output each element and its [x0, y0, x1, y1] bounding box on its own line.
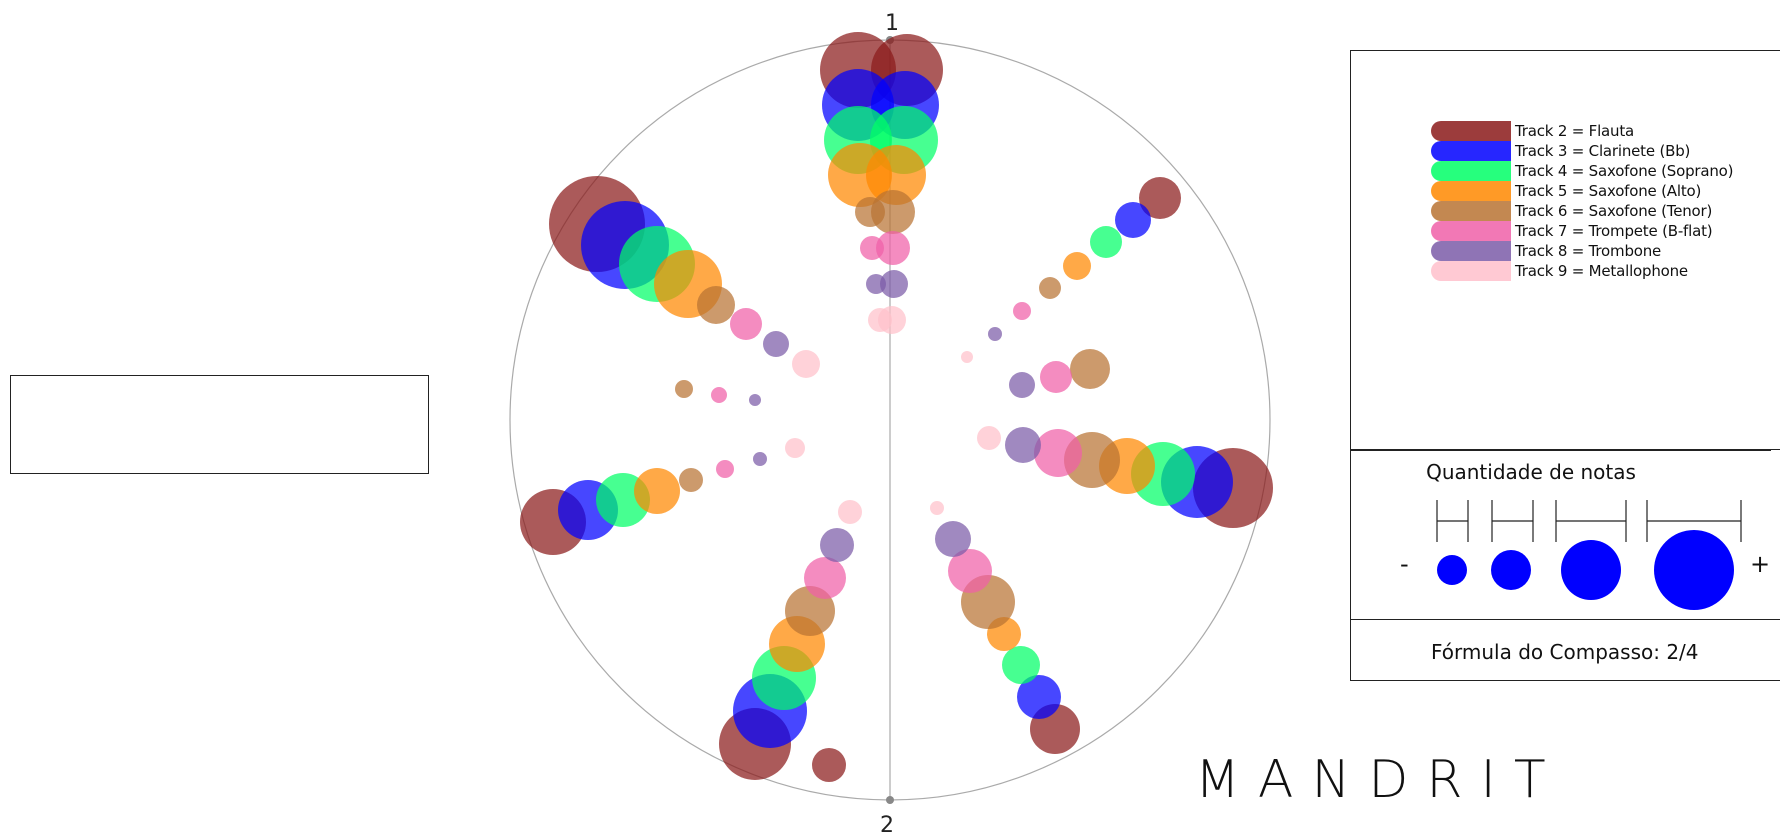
bubble: [871, 190, 915, 234]
bubble: [634, 468, 680, 514]
legend-label: Track 9 = Metallophone: [1515, 262, 1688, 280]
bubble: [866, 145, 926, 205]
bubble: [1013, 302, 1031, 320]
bubble: [1070, 349, 1110, 389]
bubble: [1034, 429, 1082, 477]
size-legend-panel: Quantidade de notas - +: [1350, 450, 1780, 620]
polar-bubble-chart: 1 2: [509, 11, 1273, 838]
axis-point-bottom: [886, 796, 894, 804]
legend-swatch: [1431, 241, 1511, 261]
size-legend-graphic: [1436, 500, 1742, 610]
bubble: [697, 286, 735, 324]
bubble: [1039, 277, 1061, 299]
bubble: [1090, 226, 1122, 258]
size-legend-title: Quantidade de notas: [1426, 460, 1636, 484]
bubble: [716, 460, 734, 478]
legend-label: Track 2 = Flauta: [1515, 122, 1635, 140]
bubble: [792, 350, 820, 378]
bubble: [730, 308, 762, 340]
bubble: [948, 549, 992, 593]
legend-label: Track 7 = Trompete (B-flat): [1515, 222, 1713, 240]
bubble: [785, 438, 805, 458]
size-bubble-4: [1654, 530, 1734, 610]
bubble: [988, 327, 1002, 341]
size-legend-minus: -: [1400, 550, 1409, 578]
bubble: [1063, 252, 1091, 280]
bubble: [1040, 361, 1072, 393]
legend-label: Track 4 = Saxofone (Soprano): [1515, 162, 1734, 180]
info-box: [10, 375, 429, 474]
bubble: [930, 501, 944, 515]
legend-label: Track 5 = Saxofone (Alto): [1515, 182, 1702, 200]
bubble: [880, 270, 908, 298]
size-legend-plus: +: [1750, 550, 1771, 578]
bubble: [679, 468, 703, 492]
bubble: [1115, 202, 1151, 238]
bubble: [1017, 675, 1061, 719]
time-signature-panel: Fórmula do Compasso: 2/4: [1350, 620, 1780, 681]
bubble: [675, 380, 693, 398]
bubble: [838, 500, 862, 524]
bubble: [804, 557, 846, 599]
legend-swatch: [1431, 181, 1511, 201]
axis-label-top: 1: [885, 11, 899, 36]
size-legend-brackets: [1436, 500, 1742, 542]
legend-swatch: [1431, 221, 1511, 241]
bubble: [878, 306, 906, 334]
size-bubble-2: [1491, 550, 1531, 590]
bubble-layer: [520, 32, 1273, 782]
divider: [1351, 450, 1771, 451]
bubble: [977, 426, 1001, 450]
bubble: [812, 748, 846, 782]
bubble: [1009, 372, 1035, 398]
size-bubble-1: [1437, 555, 1467, 585]
brand-logo: MANDRIT: [1195, 750, 1564, 810]
legend-panel: Track 2 = Flauta Track 3 = Clarinete (Bb)…: [1350, 50, 1780, 450]
bubble: [753, 452, 767, 466]
legend-swatch: [1431, 201, 1511, 221]
legend-swatch: [1431, 121, 1511, 141]
bubble: [961, 351, 973, 363]
bubble: [1002, 646, 1040, 684]
bubble: [876, 231, 910, 265]
legend-swatch: [1431, 161, 1511, 181]
time-signature-text: Fórmula do Compasso: 2/4: [1431, 640, 1699, 664]
legend-label: Track 8 = Trombone: [1515, 242, 1662, 260]
bubble: [749, 394, 761, 406]
legend-swatch: [1431, 141, 1511, 161]
bubble: [820, 528, 854, 562]
legend-label: Track 6 = Saxofone (Tenor): [1515, 202, 1713, 220]
bubble: [935, 521, 971, 557]
bubble: [763, 331, 789, 357]
legend-swatch: [1431, 261, 1511, 281]
bubble: [1005, 427, 1041, 463]
bubble: [1139, 177, 1181, 219]
axis-label-bottom: 2: [880, 813, 894, 838]
size-bubble-3: [1561, 540, 1621, 600]
bubble: [711, 387, 727, 403]
legend-label: Track 3 = Clarinete (Bb): [1515, 142, 1691, 160]
